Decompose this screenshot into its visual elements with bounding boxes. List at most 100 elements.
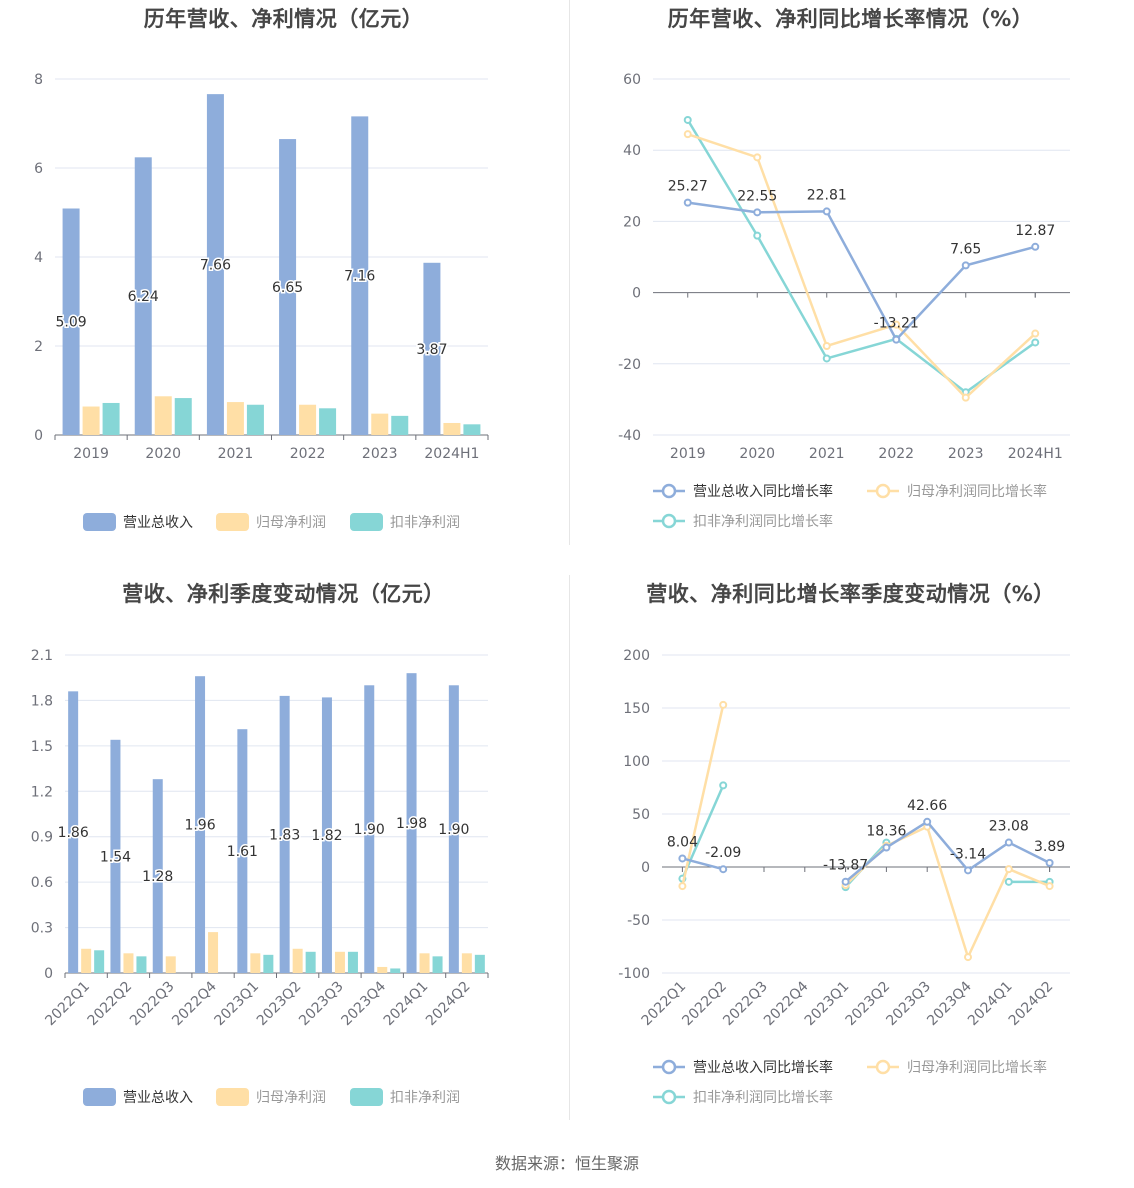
bar-net-profit bbox=[82, 406, 100, 435]
point-deducted-profit-growth bbox=[1031, 338, 1040, 347]
bar-revenue bbox=[110, 739, 121, 973]
legend-label: 营业总收入 bbox=[123, 515, 193, 531]
bar-net-profit bbox=[154, 396, 172, 435]
x-tick-label: 2023Q2 bbox=[254, 979, 305, 1030]
data-label: 1.83 bbox=[269, 827, 300, 843]
point-net-profit-growth bbox=[719, 700, 728, 709]
series-line-deducted-profit-growth bbox=[681, 784, 725, 880]
data-label: 6.24 bbox=[128, 289, 159, 305]
legend-marker bbox=[661, 1089, 677, 1105]
data-label: 12.87 bbox=[1015, 223, 1055, 239]
bar-net-profit bbox=[208, 932, 219, 973]
bar-deducted-profit bbox=[347, 951, 358, 973]
y-tick-label: 1.5 bbox=[31, 739, 53, 755]
series-line-net-profit-growth bbox=[681, 704, 725, 887]
series-line-revenue-growth bbox=[687, 201, 1036, 342]
legend-marker bbox=[661, 1059, 677, 1075]
point-revenue-growth bbox=[923, 817, 932, 826]
x-tick-label: 2023Q1 bbox=[212, 979, 263, 1030]
x-tick-label: 2022Q3 bbox=[127, 979, 178, 1030]
x-tick-label: 2019 bbox=[670, 446, 706, 462]
x-tick-label: 2024Q2 bbox=[423, 979, 474, 1030]
legend-label: 扣非净利润 bbox=[390, 1090, 460, 1106]
bar-deducted-profit bbox=[263, 954, 274, 973]
legend-label: 扣非净利润 bbox=[390, 515, 460, 531]
data-label: -13.21 bbox=[874, 316, 919, 332]
data-label: 1.86 bbox=[58, 825, 89, 841]
legend-label: 归母净利润 bbox=[256, 1089, 326, 1106]
data-label: 1.96 bbox=[184, 818, 215, 834]
bar-revenue bbox=[62, 208, 80, 435]
point-revenue-growth bbox=[753, 208, 762, 217]
data-label: 7.65 bbox=[950, 241, 981, 257]
bar-deducted-profit bbox=[390, 968, 401, 973]
panel-divider-bottom bbox=[569, 575, 570, 1120]
annual-revenue-profit-chart: 历年营收、净利情况（亿元） 0 2 4 6 8 2019 2020 2021 2022 2023 2… bbox=[0, 0, 567, 575]
x-tick-label: 2024H1 bbox=[424, 446, 479, 462]
bar-net-profit bbox=[334, 951, 345, 973]
bar-deducted-profit bbox=[94, 950, 105, 973]
legend-marker bbox=[661, 513, 677, 529]
y-tick-label: 1.2 bbox=[31, 784, 53, 800]
point-revenue-growth bbox=[719, 865, 728, 874]
bar-deducted-profit bbox=[432, 956, 443, 973]
x-tick-label: 2023Q4 bbox=[338, 978, 389, 1029]
point-net-profit-growth bbox=[1045, 882, 1054, 891]
bar-revenue bbox=[195, 676, 206, 973]
x-tick-label: 2024Q1 bbox=[965, 979, 1016, 1030]
y-tick-label: -40 bbox=[618, 428, 641, 444]
annual-growth-rate-chart: 历年营收、净利同比增长率情况（%） -40 -20 0 20 40 60 2019 2020 2… bbox=[567, 0, 1134, 575]
point-revenue-growth bbox=[1004, 838, 1013, 847]
data-label: 22.55 bbox=[737, 188, 777, 204]
legend-marker bbox=[875, 1059, 891, 1075]
x-tick-label: 2022Q4 bbox=[761, 978, 812, 1029]
legend-swatch bbox=[216, 513, 249, 531]
y-tick-label: -100 bbox=[618, 966, 650, 982]
x-tick-label: 2020 bbox=[739, 446, 775, 462]
data-label: 1.54 bbox=[100, 849, 131, 865]
data-label: 22.81 bbox=[807, 187, 847, 203]
point-revenue-growth bbox=[961, 261, 970, 270]
bar-revenue bbox=[321, 697, 332, 973]
x-tick-label: 2022Q4 bbox=[169, 978, 220, 1029]
x-tick-label: 2023Q2 bbox=[843, 979, 894, 1030]
data-label: 5.09 bbox=[55, 315, 86, 331]
point-net-profit-growth bbox=[753, 153, 762, 162]
bar-net-profit bbox=[292, 948, 303, 973]
y-tick-label: 40 bbox=[623, 143, 641, 159]
x-tick-label: 2023Q3 bbox=[883, 979, 934, 1030]
bar-revenue bbox=[68, 691, 79, 973]
x-tick-label: 2021 bbox=[809, 446, 845, 462]
data-label: 7.66 bbox=[200, 258, 231, 274]
bar-net-profit bbox=[123, 953, 134, 973]
bar-deducted-profit bbox=[319, 408, 337, 435]
y-tick-label: 6 bbox=[34, 161, 43, 177]
x-tick-label: 2023 bbox=[362, 446, 398, 462]
chart-title: 营收、净利同比增长率季度变动情况（%） bbox=[646, 582, 1055, 606]
y-tick-label: 20 bbox=[623, 214, 641, 230]
x-tick-label: 2022Q2 bbox=[679, 979, 730, 1030]
series-line-revenue-growth bbox=[682, 857, 724, 871]
legend-label: 扣非净利润同比增长率 bbox=[693, 1089, 833, 1106]
legend-swatch bbox=[216, 1088, 249, 1106]
point-deducted-profit-growth bbox=[753, 231, 762, 240]
legend-label: 营业总收入 bbox=[123, 1090, 193, 1106]
bar-deducted-profit bbox=[174, 398, 192, 435]
y-tick-label: 50 bbox=[632, 807, 650, 823]
point-revenue-growth bbox=[678, 854, 687, 863]
data-label: 25.27 bbox=[668, 179, 708, 195]
bar-net-profit bbox=[165, 956, 176, 973]
data-label: 18.36 bbox=[866, 824, 906, 840]
x-tick-label: 2022Q2 bbox=[85, 979, 136, 1030]
y-tick-label: 0 bbox=[641, 860, 650, 876]
data-label: 1.82 bbox=[311, 828, 342, 844]
point-net-profit-growth bbox=[1031, 329, 1040, 338]
y-tick-label: 0.9 bbox=[31, 830, 53, 846]
y-tick-label: 0 bbox=[632, 286, 641, 302]
data-label: 6.65 bbox=[272, 280, 303, 296]
chart-title: 营收、净利季度变动情况（亿元） bbox=[122, 582, 445, 606]
y-tick-label: 100 bbox=[623, 754, 650, 770]
data-label: 3.87 bbox=[416, 342, 447, 358]
y-tick-label: 8 bbox=[34, 72, 43, 88]
legend-label: 归母净利润 bbox=[256, 514, 326, 531]
